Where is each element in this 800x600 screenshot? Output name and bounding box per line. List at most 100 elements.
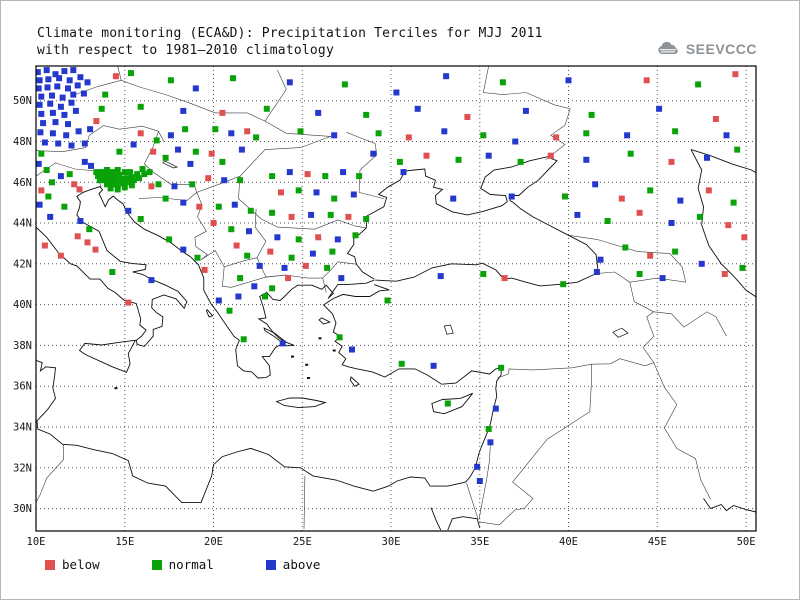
station-marker-above bbox=[65, 85, 71, 92]
station-marker-above bbox=[36, 85, 42, 92]
lat-tick-label: 42N bbox=[13, 258, 32, 270]
station-marker-normal bbox=[517, 158, 524, 165]
station-marker-normal bbox=[363, 216, 370, 222]
station-marker-normal bbox=[672, 128, 679, 135]
station-marker-above bbox=[49, 130, 56, 137]
station-marker-above bbox=[231, 201, 238, 208]
page-title: Climate monitoring (ECA&D): Precipitatio… bbox=[37, 25, 543, 59]
station-marker-above bbox=[52, 119, 59, 126]
station-marker-normal bbox=[288, 254, 295, 261]
station-marker-above bbox=[36, 201, 43, 208]
station-marker-below bbox=[137, 130, 144, 137]
station-marker-above bbox=[238, 146, 245, 153]
axis-labels: 50N 48N 46N 44N 42N 40N 38N 36N 34N 32N 30N 10E 15E 2… bbox=[13, 95, 756, 548]
station-marker-normal bbox=[162, 154, 169, 161]
station-marker-above bbox=[59, 94, 66, 101]
station-marker-normal bbox=[739, 264, 746, 271]
station-marker-normal bbox=[96, 177, 103, 184]
lat-tick-label: 48N bbox=[13, 136, 32, 148]
station-marker-below bbox=[208, 150, 215, 157]
stations-normal bbox=[38, 70, 746, 432]
station-marker-normal bbox=[696, 213, 703, 220]
station-marker-normal bbox=[134, 171, 141, 178]
station-marker-above bbox=[331, 132, 338, 139]
station-marker-above bbox=[171, 183, 178, 190]
station-marker-below bbox=[647, 252, 654, 259]
station-marker-normal bbox=[262, 293, 268, 300]
station-marker-normal bbox=[384, 297, 391, 304]
station-marker-normal bbox=[38, 150, 45, 157]
station-marker-above bbox=[443, 73, 450, 80]
lon-tick-label: 15E bbox=[115, 536, 134, 548]
station-marker-above bbox=[187, 160, 194, 167]
lat-tick-label: 50N bbox=[13, 95, 32, 107]
seevccc-logo: SEEVCCC bbox=[656, 41, 757, 57]
station-marker-normal bbox=[121, 169, 128, 176]
station-marker-below bbox=[125, 299, 132, 306]
lat-tick-label: 32N bbox=[13, 462, 32, 474]
station-marker-normal bbox=[604, 218, 611, 224]
station-marker-above bbox=[36, 69, 41, 76]
station-marker-above bbox=[81, 140, 88, 147]
lon-tick-label: 40E bbox=[559, 536, 578, 548]
station-marker-above bbox=[246, 228, 252, 235]
station-marker-above bbox=[487, 439, 494, 446]
station-marker-normal bbox=[228, 226, 235, 233]
title-line-1: Climate monitoring (ECA&D): Precipitatio… bbox=[37, 26, 543, 41]
station-marker-below bbox=[636, 209, 643, 216]
lat-tick-label: 36N bbox=[13, 381, 32, 393]
station-marker-normal bbox=[141, 171, 148, 178]
station-marker-above bbox=[441, 128, 448, 135]
station-marker-below bbox=[76, 186, 83, 193]
station-marker-normal bbox=[215, 203, 222, 210]
station-marker-below bbox=[721, 271, 728, 277]
station-marker-normal bbox=[499, 79, 506, 86]
station-marker-below bbox=[304, 171, 311, 178]
station-marker-below bbox=[71, 181, 78, 188]
station-marker-below bbox=[315, 234, 322, 241]
station-marker-normal bbox=[269, 209, 276, 216]
station-marker-above bbox=[36, 160, 42, 167]
station-marker-below bbox=[547, 152, 554, 159]
station-marker-above bbox=[698, 260, 705, 267]
station-marker-above bbox=[192, 85, 199, 92]
station-marker-above bbox=[274, 234, 281, 241]
station-marker-above bbox=[334, 236, 341, 243]
station-marker-below bbox=[405, 134, 412, 141]
station-marker-below bbox=[210, 220, 217, 226]
station-marker-below bbox=[618, 195, 625, 202]
station-marker-normal bbox=[636, 271, 643, 277]
above-swatch bbox=[265, 559, 276, 570]
station-marker-above bbox=[485, 152, 492, 159]
lat-tick-label: 30N bbox=[13, 503, 32, 515]
station-marker-below bbox=[244, 128, 251, 135]
station-marker-normal bbox=[128, 182, 135, 189]
station-marker-above bbox=[167, 132, 174, 139]
station-marker-above bbox=[63, 132, 70, 139]
legend: below normal above bbox=[45, 557, 372, 572]
station-marker-normal bbox=[583, 130, 590, 137]
station-marker-normal bbox=[121, 184, 128, 191]
station-marker-normal bbox=[155, 181, 162, 188]
station-marker-normal bbox=[363, 111, 370, 118]
station-marker-above bbox=[130, 141, 137, 148]
station-marker-above bbox=[279, 340, 286, 347]
station-marker-above bbox=[508, 193, 515, 200]
station-marker-above bbox=[87, 126, 94, 133]
station-marker-above bbox=[180, 246, 187, 253]
station-marker-above bbox=[36, 77, 43, 84]
lat-tick-label: 38N bbox=[13, 340, 32, 352]
station-marker-above bbox=[175, 146, 181, 153]
station-marker-above bbox=[38, 93, 45, 100]
station-marker-below bbox=[668, 158, 675, 165]
station-marker-below bbox=[201, 266, 208, 273]
station-marker-below bbox=[148, 183, 155, 190]
station-marker-below bbox=[233, 242, 240, 249]
station-marker-normal bbox=[562, 193, 568, 200]
station-marker-above bbox=[61, 68, 68, 75]
station-marker-above bbox=[492, 405, 499, 412]
lon-tick-label: 20E bbox=[204, 536, 223, 548]
station-marker-normal bbox=[93, 169, 100, 176]
station-marker-above bbox=[393, 89, 400, 96]
